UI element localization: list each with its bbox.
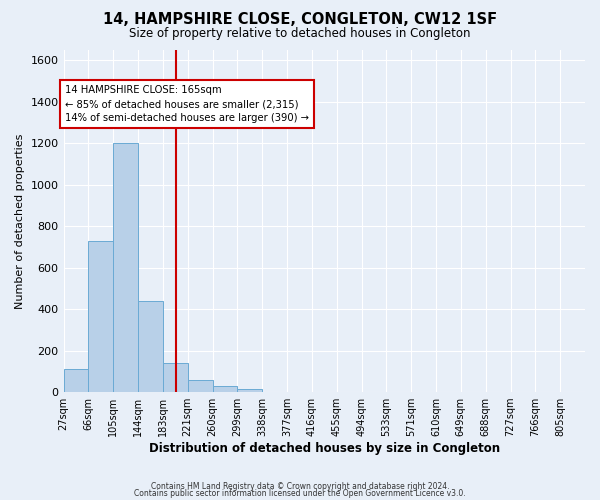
- X-axis label: Distribution of detached houses by size in Congleton: Distribution of detached houses by size …: [149, 442, 500, 455]
- Text: Contains public sector information licensed under the Open Government Licence v3: Contains public sector information licen…: [134, 490, 466, 498]
- Y-axis label: Number of detached properties: Number of detached properties: [15, 134, 25, 308]
- Text: Contains HM Land Registry data © Crown copyright and database right 2024.: Contains HM Land Registry data © Crown c…: [151, 482, 449, 491]
- Bar: [212, 386, 238, 392]
- Bar: [138, 301, 163, 392]
- Bar: [238, 389, 262, 392]
- Text: 14 HAMPSHIRE CLOSE: 165sqm
← 85% of detached houses are smaller (2,315)
14% of s: 14 HAMPSHIRE CLOSE: 165sqm ← 85% of deta…: [65, 85, 309, 123]
- Text: 14, HAMPSHIRE CLOSE, CONGLETON, CW12 1SF: 14, HAMPSHIRE CLOSE, CONGLETON, CW12 1SF: [103, 12, 497, 28]
- Text: Size of property relative to detached houses in Congleton: Size of property relative to detached ho…: [129, 28, 471, 40]
- Bar: [88, 240, 113, 392]
- Bar: [113, 144, 138, 392]
- Bar: [188, 380, 212, 392]
- Bar: [163, 363, 188, 392]
- Bar: [64, 370, 88, 392]
